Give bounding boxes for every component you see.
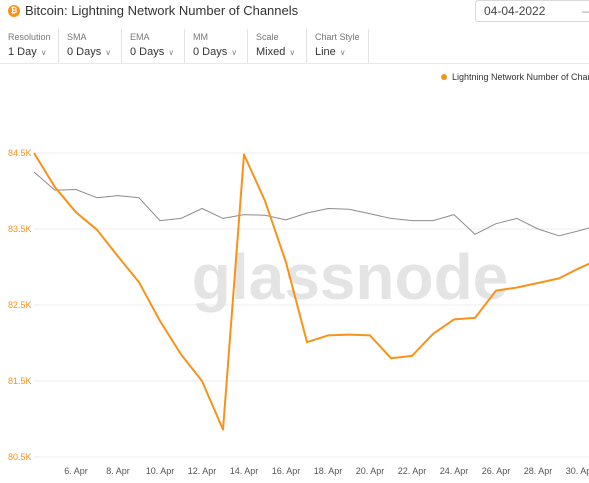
scale-label: Scale bbox=[256, 32, 279, 42]
chart-style-label: Chart Style bbox=[315, 32, 360, 42]
grid-lines bbox=[34, 152, 589, 458]
ema-value: 0 Days bbox=[130, 46, 165, 58]
chevron-down-icon: ∨ bbox=[339, 48, 346, 57]
mm-label: MM bbox=[193, 32, 208, 42]
x-tick-label: 12. Apr bbox=[188, 466, 217, 476]
y-tick-label: 80.5K bbox=[8, 452, 32, 462]
y-tick-label: 81.5K bbox=[8, 376, 32, 386]
x-tick-label: 10. Apr bbox=[146, 466, 175, 476]
chevron-down-icon: ∨ bbox=[105, 48, 112, 57]
sma-value: 0 Days bbox=[67, 46, 102, 58]
series-line-secondary bbox=[33, 171, 589, 237]
date-range-picker[interactable]: 04-04-2022 — bbox=[475, 0, 589, 22]
chart-style-select[interactable]: Chart Style Line ∨ bbox=[307, 29, 369, 63]
resolution-select[interactable]: Resolution 1 Day ∨ bbox=[0, 29, 59, 63]
mm-select[interactable]: MM 0 Days ∨ bbox=[185, 29, 248, 63]
chart-controls: Resolution 1 Day ∨ SMA 0 Days ∨ EMA 0 Days… bbox=[0, 29, 589, 63]
chart-style-value: Line bbox=[315, 46, 336, 58]
y-axis-ticks: 84.5K 83.5K 82.5K 81.5K 80.5K bbox=[8, 148, 32, 462]
y-tick-label: 83.5K bbox=[8, 224, 32, 234]
watermark: glassnode bbox=[192, 241, 509, 313]
sma-label: SMA bbox=[67, 32, 87, 42]
series-lines bbox=[33, 152, 589, 431]
x-tick-label: 14. Apr bbox=[230, 466, 259, 476]
resolution-value: 1 Day bbox=[8, 46, 37, 58]
x-tick-label: 16. Apr bbox=[272, 466, 301, 476]
date-separator: — bbox=[582, 4, 589, 18]
x-tick-label: 28. Apr bbox=[524, 466, 553, 476]
scale-value: Mixed bbox=[256, 46, 286, 58]
start-date-input[interactable]: 04-04-2022 bbox=[484, 4, 546, 18]
x-tick-label: 8. Apr bbox=[106, 466, 130, 476]
scale-select[interactable]: Scale Mixed ∨ bbox=[248, 29, 307, 63]
ema-select[interactable]: EMA 0 Days ∨ bbox=[122, 29, 185, 63]
chart-header: ₿ Bitcoin: Lightning Network Number of C… bbox=[0, 0, 589, 26]
y-tick-label: 82.5K bbox=[8, 300, 32, 310]
x-tick-label: 6. Apr bbox=[64, 466, 88, 476]
sma-select[interactable]: SMA 0 Days ∨ bbox=[59, 29, 122, 63]
bitcoin-icon: ₿ bbox=[8, 5, 20, 17]
resolution-label: Resolution bbox=[8, 32, 51, 42]
x-tick-label: 24. Apr bbox=[440, 466, 469, 476]
y-tick-label: 84.5K bbox=[8, 148, 32, 158]
x-tick-label: 26. Apr bbox=[482, 466, 511, 476]
x-tick-label: 22. Apr bbox=[398, 466, 427, 476]
series-line-channels bbox=[33, 152, 589, 431]
controls-divider bbox=[0, 63, 589, 64]
chevron-down-icon: ∨ bbox=[231, 48, 238, 57]
ema-label: EMA bbox=[130, 32, 150, 42]
x-tick-label: 18. Apr bbox=[314, 466, 343, 476]
chart-legend[interactable]: Lightning Network Number of Channels bbox=[441, 72, 589, 82]
mm-value: 0 Days bbox=[193, 46, 228, 58]
chevron-down-icon: ∨ bbox=[168, 48, 175, 57]
chevron-down-icon: ∨ bbox=[40, 48, 47, 57]
chart-title: Bitcoin: Lightning Network Number of Cha… bbox=[25, 3, 299, 18]
x-tick-label: 20. Apr bbox=[356, 466, 385, 476]
legend-swatch bbox=[441, 74, 447, 80]
legend-label: Lightning Network Number of Channels bbox=[452, 72, 589, 82]
x-tick-label: 30. Apr bbox=[566, 466, 589, 476]
x-axis-ticks: 6. Apr 8. Apr 10. Apr 12. Apr 14. Apr 16. Apr… bbox=[64, 466, 589, 476]
chevron-down-icon: ∨ bbox=[289, 48, 296, 57]
